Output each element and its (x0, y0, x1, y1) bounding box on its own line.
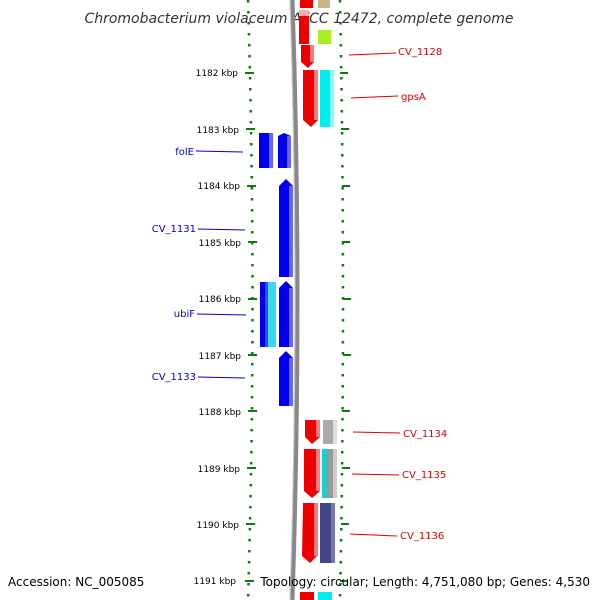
tick-label-1189: 1189 kbp (198, 465, 241, 475)
cds-arrow-CV_1133 (279, 351, 293, 406)
leader-line-CV_1134 (352, 431, 401, 434)
cds-arrow-CV_1135-a (304, 449, 320, 498)
genome-summary-text: Topology: circular; Length: 4,751,080 bp… (259, 575, 590, 589)
gene-label-folE[interactable]: folE (175, 147, 194, 158)
cds-arrow-CV_1136-a (302, 503, 318, 563)
gene-label-CV_1131[interactable]: CV_1131 (152, 224, 196, 235)
cds-arrow-ubiF-b (279, 281, 293, 347)
leader-line-folE (195, 150, 244, 153)
cds-arrow-CV_1134-b (323, 420, 337, 444)
tick-label-1185: 1185 kbp (199, 239, 242, 249)
leader-line-CV_1133 (197, 376, 246, 379)
gene-label-ubiF[interactable]: ubiF (174, 309, 195, 320)
cds-arrow-ubiF-a (260, 282, 276, 347)
dotted-ring-outer (338, 0, 345, 600)
gene-label-CV_1133[interactable]: CV_1133 (152, 372, 196, 383)
cds-arrow-top-partial (300, 0, 330, 8)
cds-arrow-CV_1128-a (299, 10, 309, 44)
leader-line-CV_1128 (348, 52, 397, 56)
cds-arrow-CV_1134-a (305, 420, 320, 444)
leader-line-CV_1136 (349, 533, 398, 537)
cds-arrow-folE-b (278, 133, 291, 168)
tick-marks (245, 72, 351, 582)
cds-arrow-gpsA-b (320, 70, 334, 127)
leader-line-CV_1131 (197, 228, 246, 231)
accession-text: Accession: NC_005085 (8, 575, 144, 589)
tick-label-1186: 1186 kbp (199, 295, 242, 305)
cds-arrow-bottom-partial (300, 592, 332, 600)
reverse-gene-labels: CV_1128 gpsA CV_1134 CV_1135 CV_1136 (348, 47, 447, 542)
tick-label-1191: 1191 kbp (194, 577, 237, 587)
leader-line-CV_1135 (351, 473, 400, 476)
tick-label-1183: 1183 kbp (197, 126, 240, 136)
tick-label-1184: 1184 kbp (198, 182, 241, 192)
genome-backbone (289, 0, 300, 600)
gene-label-CV_1134[interactable]: CV_1134 (403, 429, 447, 440)
gene-label-CV_1135[interactable]: CV_1135 (402, 470, 446, 481)
reverse-strand-features (299, 0, 337, 600)
gene-label-CV_1128[interactable]: CV_1128 (398, 47, 442, 58)
cds-arrow-CV_1128-c (301, 45, 314, 68)
tick-labels: 1182 kbp 1183 kbp 1184 kbp 1185 kbp 1186… (194, 69, 242, 587)
gene-label-gpsA[interactable]: gpsA (401, 92, 426, 103)
tick-label-1182: 1182 kbp (196, 69, 239, 79)
cds-arrow-CV_1136-b (320, 503, 335, 563)
leader-line-ubiF (196, 313, 247, 316)
cds-arrow-CV_1128-b (318, 30, 331, 44)
leader-line-gpsA (350, 95, 399, 99)
gene-label-CV_1136[interactable]: CV_1136 (400, 531, 444, 542)
cds-arrow-folE-a (259, 133, 273, 168)
tick-label-1187: 1187 kbp (199, 352, 242, 362)
cds-arrow-CV_1131 (279, 179, 293, 277)
tick-label-1190: 1190 kbp (197, 521, 240, 531)
forward-strand-features (259, 133, 293, 406)
forward-gene-labels: folE CV_1131 ubiF CV_1133 (152, 147, 247, 383)
cds-arrow-CV_1135-b (322, 449, 337, 498)
tick-label-1188: 1188 kbp (199, 408, 242, 418)
cds-arrow-gpsA-a (303, 70, 318, 127)
